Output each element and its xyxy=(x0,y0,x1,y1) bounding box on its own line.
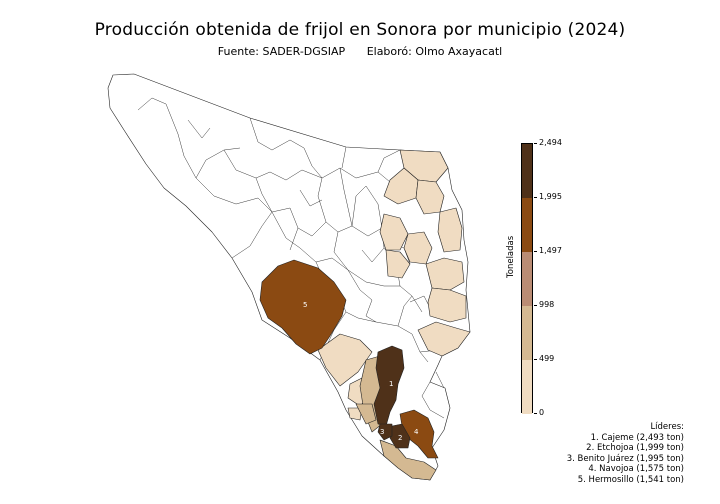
colorbar-tick-label: 1,497 xyxy=(539,245,562,255)
colorbar-tick-label: 1,995 xyxy=(539,192,562,202)
source-text: Fuente: SADER-DGSIAP xyxy=(217,45,346,58)
author-text: Elaboró: Olmo Axayacatl xyxy=(366,45,503,58)
colorbar-label: Toneladas xyxy=(506,235,516,278)
municipalities-low-production xyxy=(317,149,471,421)
leaders-list: Líderes: 1. Cajeme (2,493 ton) 2. Etchoj… xyxy=(567,422,684,485)
rank-label-4: 4 xyxy=(414,428,419,436)
map-title: Producción obtenida de frijol en Sonora … xyxy=(94,20,626,40)
rank-label-1: 1 xyxy=(389,380,393,388)
colorbar-tick-label: 998 xyxy=(539,299,555,309)
colorbar-band-2 xyxy=(522,305,532,360)
municipality-cajeme xyxy=(373,345,405,427)
leader-item-5: 5. Hermosillo (1,541 ton) xyxy=(577,474,684,485)
rank-label-5: 5 xyxy=(303,301,307,309)
leader-item-1: 1. Cajeme (2,493 ton) xyxy=(590,432,684,443)
colorbar-band-1 xyxy=(522,359,532,414)
municipality-hermosillo xyxy=(259,259,347,355)
rank-label-3: 3 xyxy=(380,428,384,436)
colorbar-band-4 xyxy=(522,198,532,252)
rank-label-2: 2 xyxy=(398,434,402,442)
colorbar-tick-label: 2,494 xyxy=(539,138,562,147)
leaders-heading: Líderes: xyxy=(650,422,684,432)
leader-item-2: 2. Etchojoa (1,999 ton) xyxy=(586,443,684,453)
municipality-etchojoa xyxy=(389,423,411,449)
colorbar-band-5 xyxy=(522,144,532,199)
municipality-benito-juarez xyxy=(377,423,393,441)
colorbar xyxy=(521,143,533,414)
colorbar-tick-label: 0 xyxy=(539,408,545,417)
colorbar-tick-label: 499 xyxy=(539,353,555,363)
leader-item-4: 4. Navojoa (1,575 ton) xyxy=(588,464,684,474)
map-subtitle: Fuente: SADER-DGSIAP Elaboró: Olmo Axaya… xyxy=(0,45,720,58)
leader-item-3: 3. Benito Juárez (1,995 ton) xyxy=(566,453,684,464)
colorbar-band-3 xyxy=(522,251,532,306)
